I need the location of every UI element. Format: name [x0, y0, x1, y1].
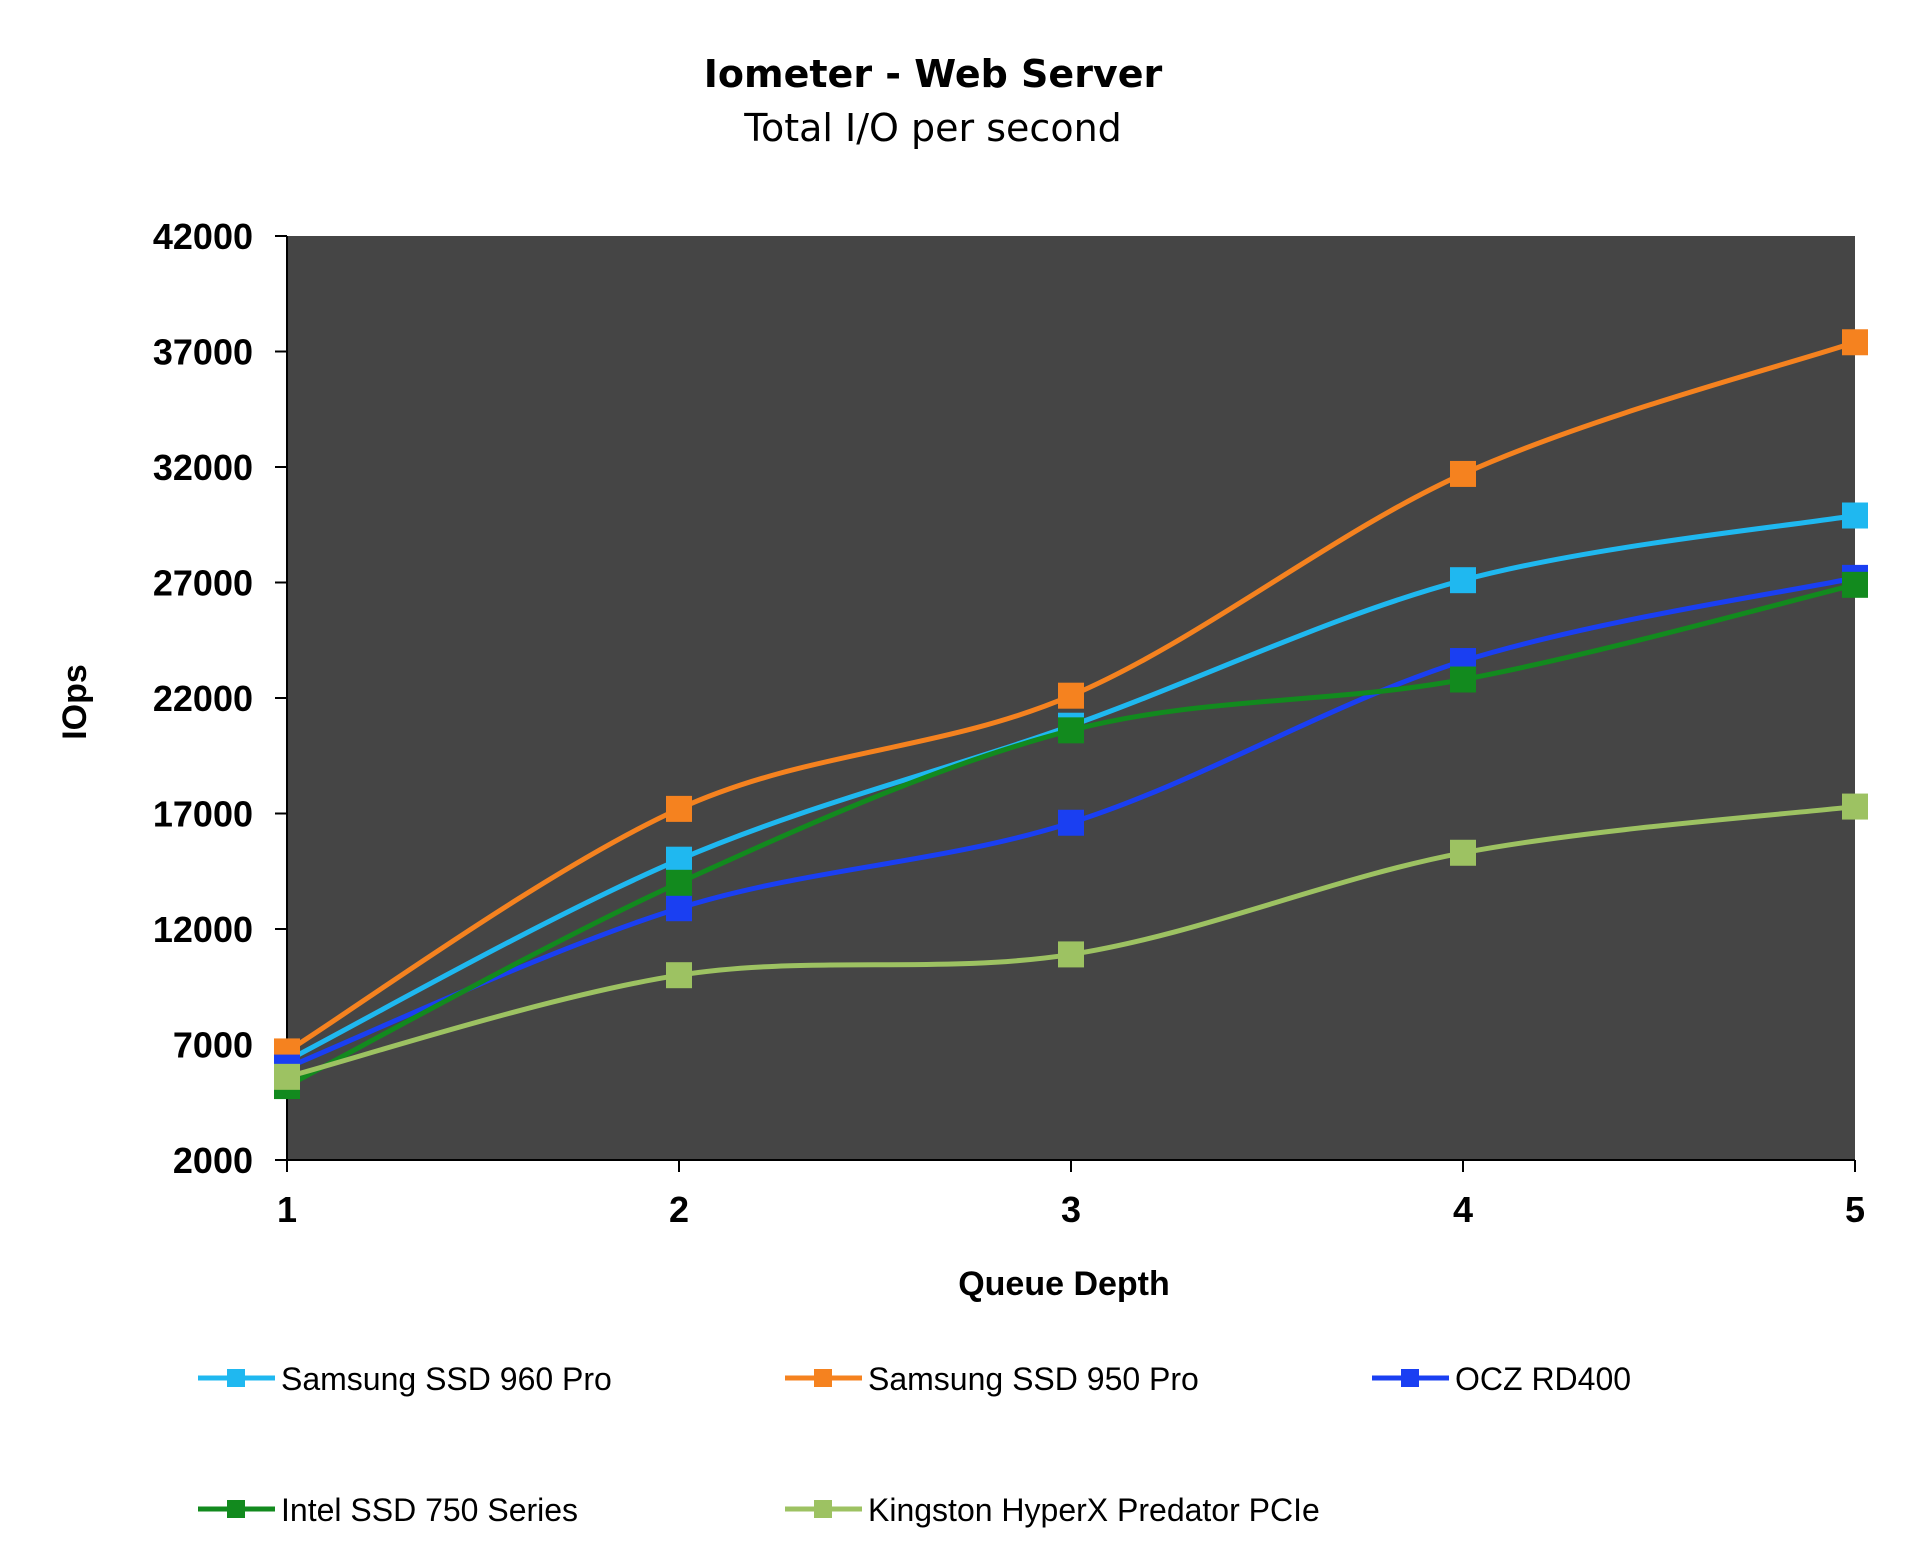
data-point-marker: [1842, 502, 1868, 529]
data-point-marker: [1058, 682, 1084, 709]
data-point-marker: [666, 869, 692, 896]
data-point-marker: [666, 795, 692, 822]
data-point-marker: [1450, 839, 1476, 866]
data-point-marker: [666, 895, 692, 922]
x-tick-label: 5: [1845, 1189, 1865, 1230]
y-tick-label: 37000: [153, 332, 253, 373]
x-axis-ticks: 1 2 3 4 5: [277, 1160, 1865, 1230]
x-tick-label: 1: [277, 1189, 297, 1230]
data-point-marker: [1842, 793, 1868, 820]
data-point-marker: [1450, 567, 1476, 594]
legend-label: OCZ RD400: [1455, 1361, 1631, 1397]
y-tick-label: 7000: [173, 1025, 253, 1066]
data-point-marker: [666, 962, 692, 989]
legend-marker: [814, 1500, 832, 1518]
legend-item-samsung-ssd-960-pro: Samsung SSD 960 Pro: [198, 1361, 612, 1397]
data-point-marker: [1058, 717, 1084, 744]
data-point-marker: [1842, 329, 1868, 356]
x-axis-title: Queue Depth: [958, 1265, 1170, 1303]
y-tick-label: 27000: [153, 563, 253, 604]
series-kingston-hyperx-predator-pcie: [274, 793, 1868, 1090]
legend-label: Samsung SSD 960 Pro: [281, 1361, 612, 1397]
legend-marker: [1401, 1369, 1419, 1387]
y-tick-label: 22000: [153, 678, 253, 719]
x-tick-label: 3: [1061, 1189, 1081, 1230]
legend: Samsung SSD 960 Pro Samsung SSD 950 Pro OC…: [198, 1361, 1631, 1528]
legend-item-ocz-rd400: OCZ RD400: [1372, 1361, 1631, 1397]
y-tick-label: 17000: [153, 794, 253, 835]
y-axis-title: IOps: [56, 664, 94, 740]
chart-subtitle: Total I/O per second: [743, 106, 1122, 150]
legend-label: Intel SSD 750 Series: [281, 1492, 578, 1528]
y-tick-label: 2000: [173, 1140, 253, 1181]
data-point-marker: [1450, 666, 1476, 693]
x-tick-label: 2: [669, 1189, 689, 1230]
data-point-marker: [1450, 460, 1476, 487]
y-tick-label: 12000: [153, 909, 253, 950]
data-point-marker: [1058, 809, 1084, 836]
data-point-marker: [1842, 571, 1868, 598]
legend-label: Kingston HyperX Predator PCIe: [868, 1492, 1320, 1528]
y-tick-label: 42000: [153, 216, 253, 257]
series-layer: [274, 329, 1868, 1100]
legend-item-samsung-ssd-950-pro: Samsung SSD 950 Pro: [785, 1361, 1199, 1397]
legend-marker: [814, 1369, 832, 1387]
chart-title: Iometer - Web Server: [704, 52, 1163, 96]
y-axis-ticks: 2000 7000 12000 17000 22000 27000 32000 37000 42…: [153, 216, 287, 1181]
data-point-marker: [1058, 941, 1084, 968]
data-point-marker: [274, 1063, 300, 1090]
legend-marker: [227, 1500, 245, 1518]
data-point-marker: [666, 846, 692, 873]
legend-marker: [227, 1369, 245, 1387]
x-tick-label: 4: [1453, 1189, 1473, 1230]
legend-item-kingston-hyperx-predator-pcie: Kingston HyperX Predator PCIe: [785, 1492, 1320, 1528]
y-tick-label: 32000: [153, 447, 253, 488]
legend-item-intel-ssd-750-series: Intel SSD 750 Series: [198, 1492, 578, 1528]
legend-label: Samsung SSD 950 Pro: [868, 1361, 1199, 1397]
